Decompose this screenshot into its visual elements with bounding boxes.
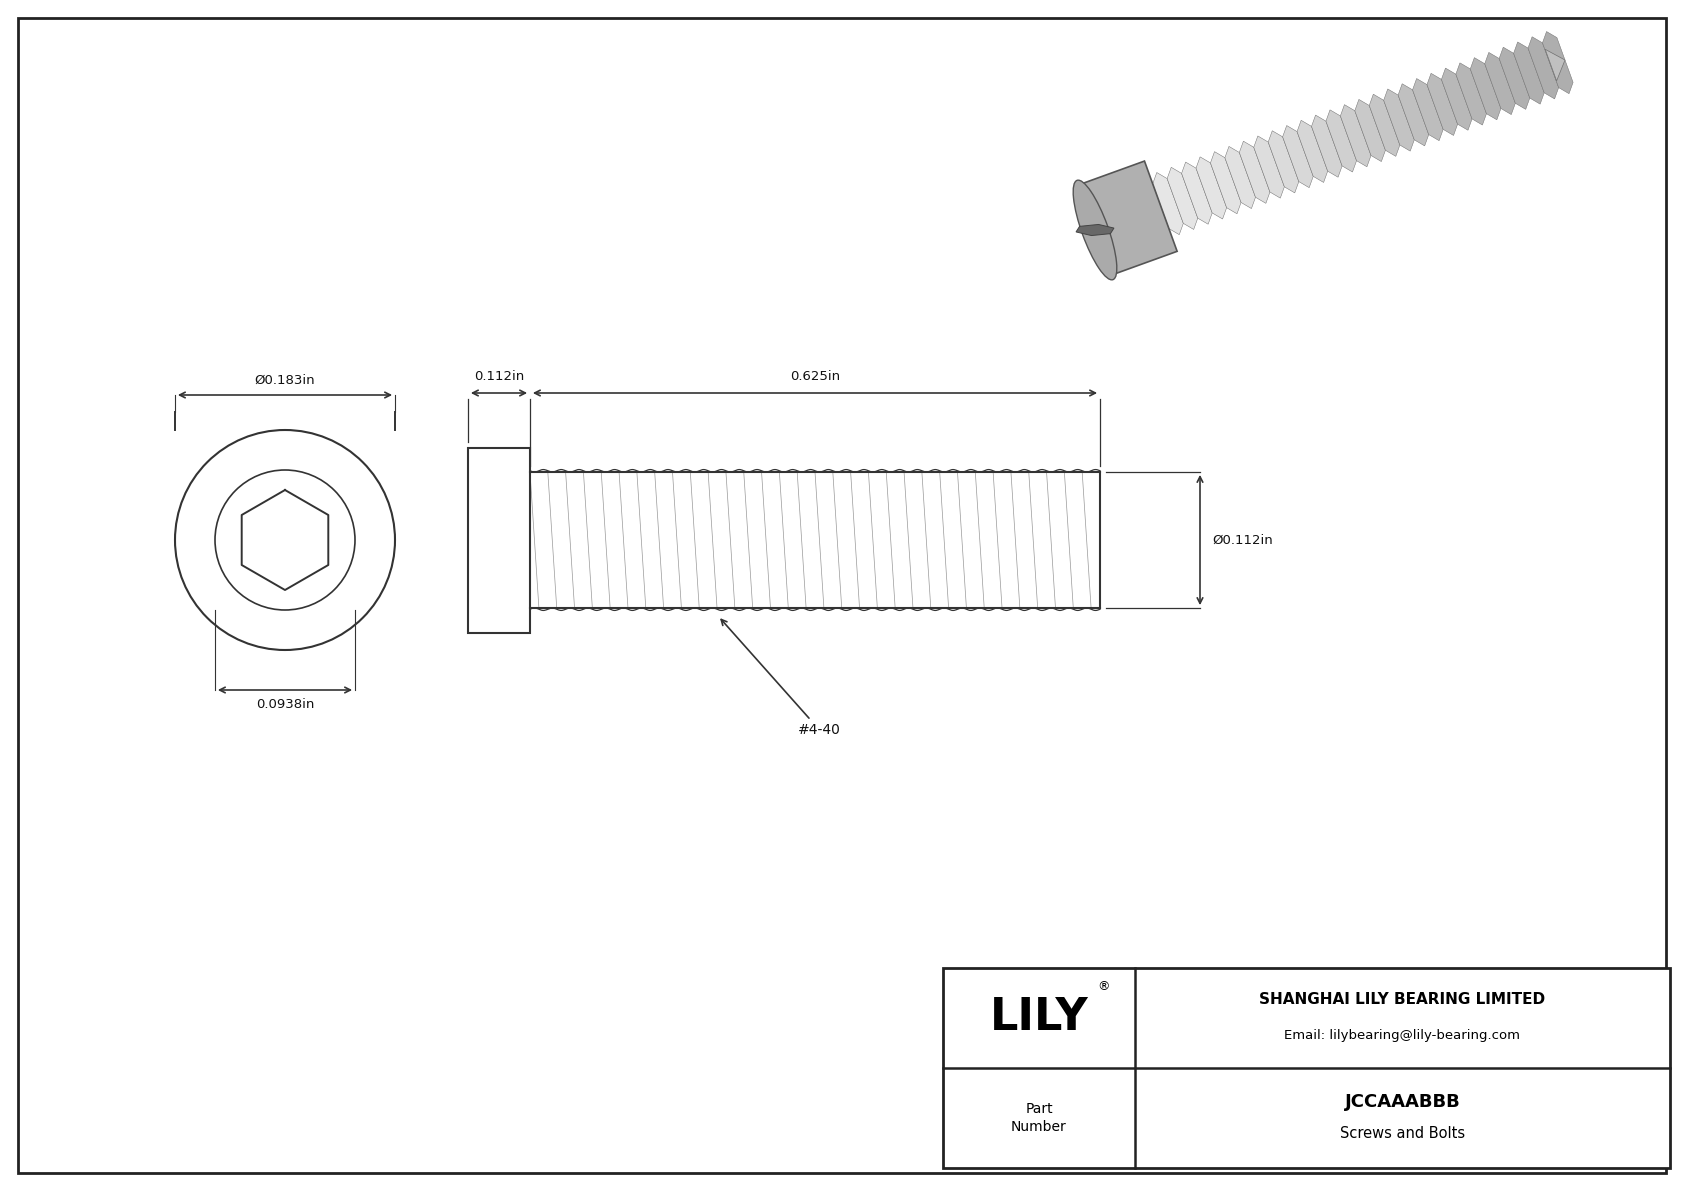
Polygon shape [1340,105,1371,167]
Text: Screws and Bolts: Screws and Bolts [1340,1127,1465,1141]
Text: LILY: LILY [990,997,1088,1040]
Polygon shape [1356,99,1386,162]
Polygon shape [1325,110,1357,172]
Bar [943,968,1671,1168]
Polygon shape [1398,83,1428,145]
Polygon shape [1457,63,1487,125]
Ellipse shape [1073,180,1116,280]
Polygon shape [1426,74,1458,136]
Polygon shape [1546,49,1564,81]
Polygon shape [1485,52,1516,114]
Text: Ø0.112in: Ø0.112in [1212,534,1273,547]
Text: 0.0938in: 0.0938in [256,698,315,711]
Polygon shape [1211,151,1241,213]
Text: JCCAAABBB: JCCAAABBB [1344,1093,1460,1111]
Polygon shape [1076,224,1113,236]
Circle shape [216,470,355,610]
Bar [468,448,530,632]
Polygon shape [1499,48,1529,110]
Polygon shape [1283,125,1314,188]
Polygon shape [1167,167,1197,230]
Text: 0.625in: 0.625in [790,370,840,384]
Text: 0.112in: 0.112in [473,370,524,384]
Polygon shape [1527,37,1559,99]
Text: Part
Number: Part Number [1010,1102,1068,1134]
Text: #4-40: #4-40 [721,619,840,737]
Polygon shape [1224,146,1256,208]
Polygon shape [1413,79,1443,141]
Polygon shape [1543,31,1573,94]
Polygon shape [1196,157,1226,219]
Polygon shape [1268,131,1298,193]
Text: Ø0.183in: Ø0.183in [254,374,315,387]
Text: SHANGHAI LILY BEARING LIMITED: SHANGHAI LILY BEARING LIMITED [1260,992,1546,1008]
Polygon shape [1312,116,1342,177]
Polygon shape [1384,89,1415,151]
Polygon shape [1297,120,1327,182]
Polygon shape [1154,173,1184,235]
Polygon shape [1255,136,1285,198]
Polygon shape [1239,142,1270,204]
Text: Email: lilybearing@lily-bearing.com: Email: lilybearing@lily-bearing.com [1285,1029,1521,1042]
Circle shape [175,430,396,650]
Polygon shape [1514,42,1544,104]
Polygon shape [1079,161,1177,275]
Polygon shape [1470,57,1500,120]
Polygon shape [1369,94,1399,156]
Polygon shape [1442,68,1472,130]
Polygon shape [1182,162,1212,224]
Text: ®: ® [1098,980,1110,993]
